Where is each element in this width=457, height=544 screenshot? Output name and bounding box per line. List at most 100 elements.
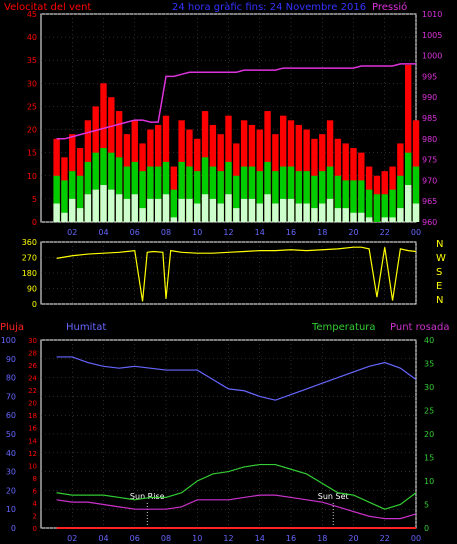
wind-low-bar <box>334 208 342 222</box>
wind-tick-label: 30 <box>27 79 37 88</box>
direction-tick-label: 180 <box>22 269 37 278</box>
wind-average-bar <box>264 161 271 222</box>
wind-low-bar <box>365 217 373 222</box>
wind-low-bar <box>404 185 412 222</box>
humidity-tick-label: 90 <box>6 355 16 364</box>
humidity-label: Humitat <box>66 322 106 333</box>
pressure-tick-label: 980 <box>422 135 437 144</box>
time-tick-label: 00 <box>411 534 421 543</box>
climate-panel: Sun Rise Sun Set 010203040506070809010002… <box>0 322 449 543</box>
wind-average-bar <box>287 166 295 222</box>
wind-average-bar <box>334 175 342 222</box>
wind-average-bar <box>311 175 318 222</box>
sun-marker-label: Sun Set <box>318 492 349 501</box>
rain-label: Pluja <box>0 322 24 333</box>
wind-low-bar <box>233 208 240 222</box>
wind-tick-label: 20 <box>27 126 37 135</box>
wind-low-bar <box>201 194 209 222</box>
wind-low-bar <box>358 212 365 222</box>
wind-speed-title: Velocitat del vent <box>4 2 91 13</box>
dewpoint-line <box>56 494 417 520</box>
time-tick-label: 20 <box>348 228 358 237</box>
temperature-line <box>56 463 417 510</box>
time-tick-label: 20 <box>348 534 358 543</box>
humidity-tick-label: 100 <box>1 336 16 345</box>
humidity-tick-label: 10 <box>6 505 16 514</box>
wind-low-bar <box>256 203 263 222</box>
date-title: 24 hora gràfic fins: 24 Novembre 2016 <box>172 1 366 13</box>
wind-low-bar <box>53 203 60 222</box>
wind-low-bar <box>272 203 279 222</box>
wind-average-bar <box>381 194 388 222</box>
time-tick-label: 22 <box>380 228 390 237</box>
wind-average-bar <box>240 166 248 222</box>
compass-label: E <box>436 281 442 292</box>
wind-average-bar <box>295 171 303 222</box>
pressure-tick-label: 970 <box>422 176 437 185</box>
wind-average-bar <box>279 166 287 222</box>
rain-tick-label: 4 <box>33 500 38 508</box>
time-tick-label: 10 <box>192 534 202 543</box>
time-tick-label: 14 <box>255 228 265 237</box>
wind-low-bar <box>186 198 193 222</box>
rain-tick-label: 14 <box>28 437 37 445</box>
time-tick-label: 18 <box>317 228 327 237</box>
pressure-tick-label: 1005 <box>422 31 442 40</box>
wind-average-bar <box>373 194 381 222</box>
time-tick-label: 14 <box>255 534 265 543</box>
wind-average-bar <box>412 166 420 222</box>
wind-low-bar <box>115 194 123 222</box>
time-tick-label: 02 <box>67 228 77 237</box>
rain-tick-label: 0 <box>33 525 37 533</box>
time-tick-label: 08 <box>161 534 171 543</box>
wind-low-bar <box>389 217 396 222</box>
wind-low-bar <box>248 198 256 222</box>
wind-low-bar <box>342 208 349 222</box>
pressure-tick-label: 965 <box>422 197 437 206</box>
humidity-tick-label: 0 <box>11 524 16 533</box>
time-tick-label: 22 <box>380 534 390 543</box>
wind-low-bar <box>178 198 185 222</box>
wind-average-bar <box>194 171 201 222</box>
rain-tick-label: 26 <box>28 362 37 370</box>
rain-tick-label: 22 <box>28 387 37 395</box>
temperature-tick-label: 30 <box>424 383 434 392</box>
time-tick-label: 00 <box>411 228 421 237</box>
wind-average-bar <box>342 180 349 222</box>
pressure-line <box>56 63 416 140</box>
wind-pressure-panel: 0 5 10 15 20 25 30 35 40 45 960 965 970 975 980 985 990 9… <box>4 1 442 237</box>
pressure-tick-label: 1010 <box>422 10 442 19</box>
wind-average-bar <box>61 180 68 222</box>
wind-gust-bar <box>404 64 412 222</box>
wind-average-bar <box>84 161 92 222</box>
wind-average-bar <box>154 166 162 222</box>
time-tick-label: 12 <box>223 228 233 237</box>
wind-average-bar <box>319 171 326 222</box>
wind-low-bar <box>154 198 162 222</box>
time-tick-label: 08 <box>161 228 171 237</box>
wind-low-bar <box>147 198 154 222</box>
temperature-label: Temperatura <box>311 322 376 333</box>
wind-low-bar <box>279 198 287 222</box>
time-tick-label: 04 <box>98 534 108 543</box>
wind-low-bar <box>108 189 115 222</box>
humidity-tick-label: 80 <box>6 374 16 383</box>
rain-tick-label: 12 <box>28 450 37 458</box>
humidity-line <box>56 356 417 401</box>
time-tick-label: 16 <box>286 228 296 237</box>
wind-low-bar <box>194 203 201 222</box>
wind-average-bar <box>217 171 224 222</box>
wind-low-bar <box>76 208 84 222</box>
wind-low-bar <box>225 194 232 222</box>
wind-average-bar <box>303 171 310 222</box>
time-tick-label: 16 <box>286 534 296 543</box>
wind-average-bar <box>397 175 404 222</box>
time-tick-label: 06 <box>130 534 140 543</box>
humidity-tick-label: 60 <box>6 411 16 420</box>
wind-average-bar <box>326 166 334 222</box>
temperature-tick-label: 40 <box>424 336 434 345</box>
wind-average-bar <box>147 166 154 222</box>
wind-average-bar <box>53 175 60 222</box>
temperature-tick-label: 20 <box>424 430 434 439</box>
wind-average-bar <box>209 166 217 222</box>
